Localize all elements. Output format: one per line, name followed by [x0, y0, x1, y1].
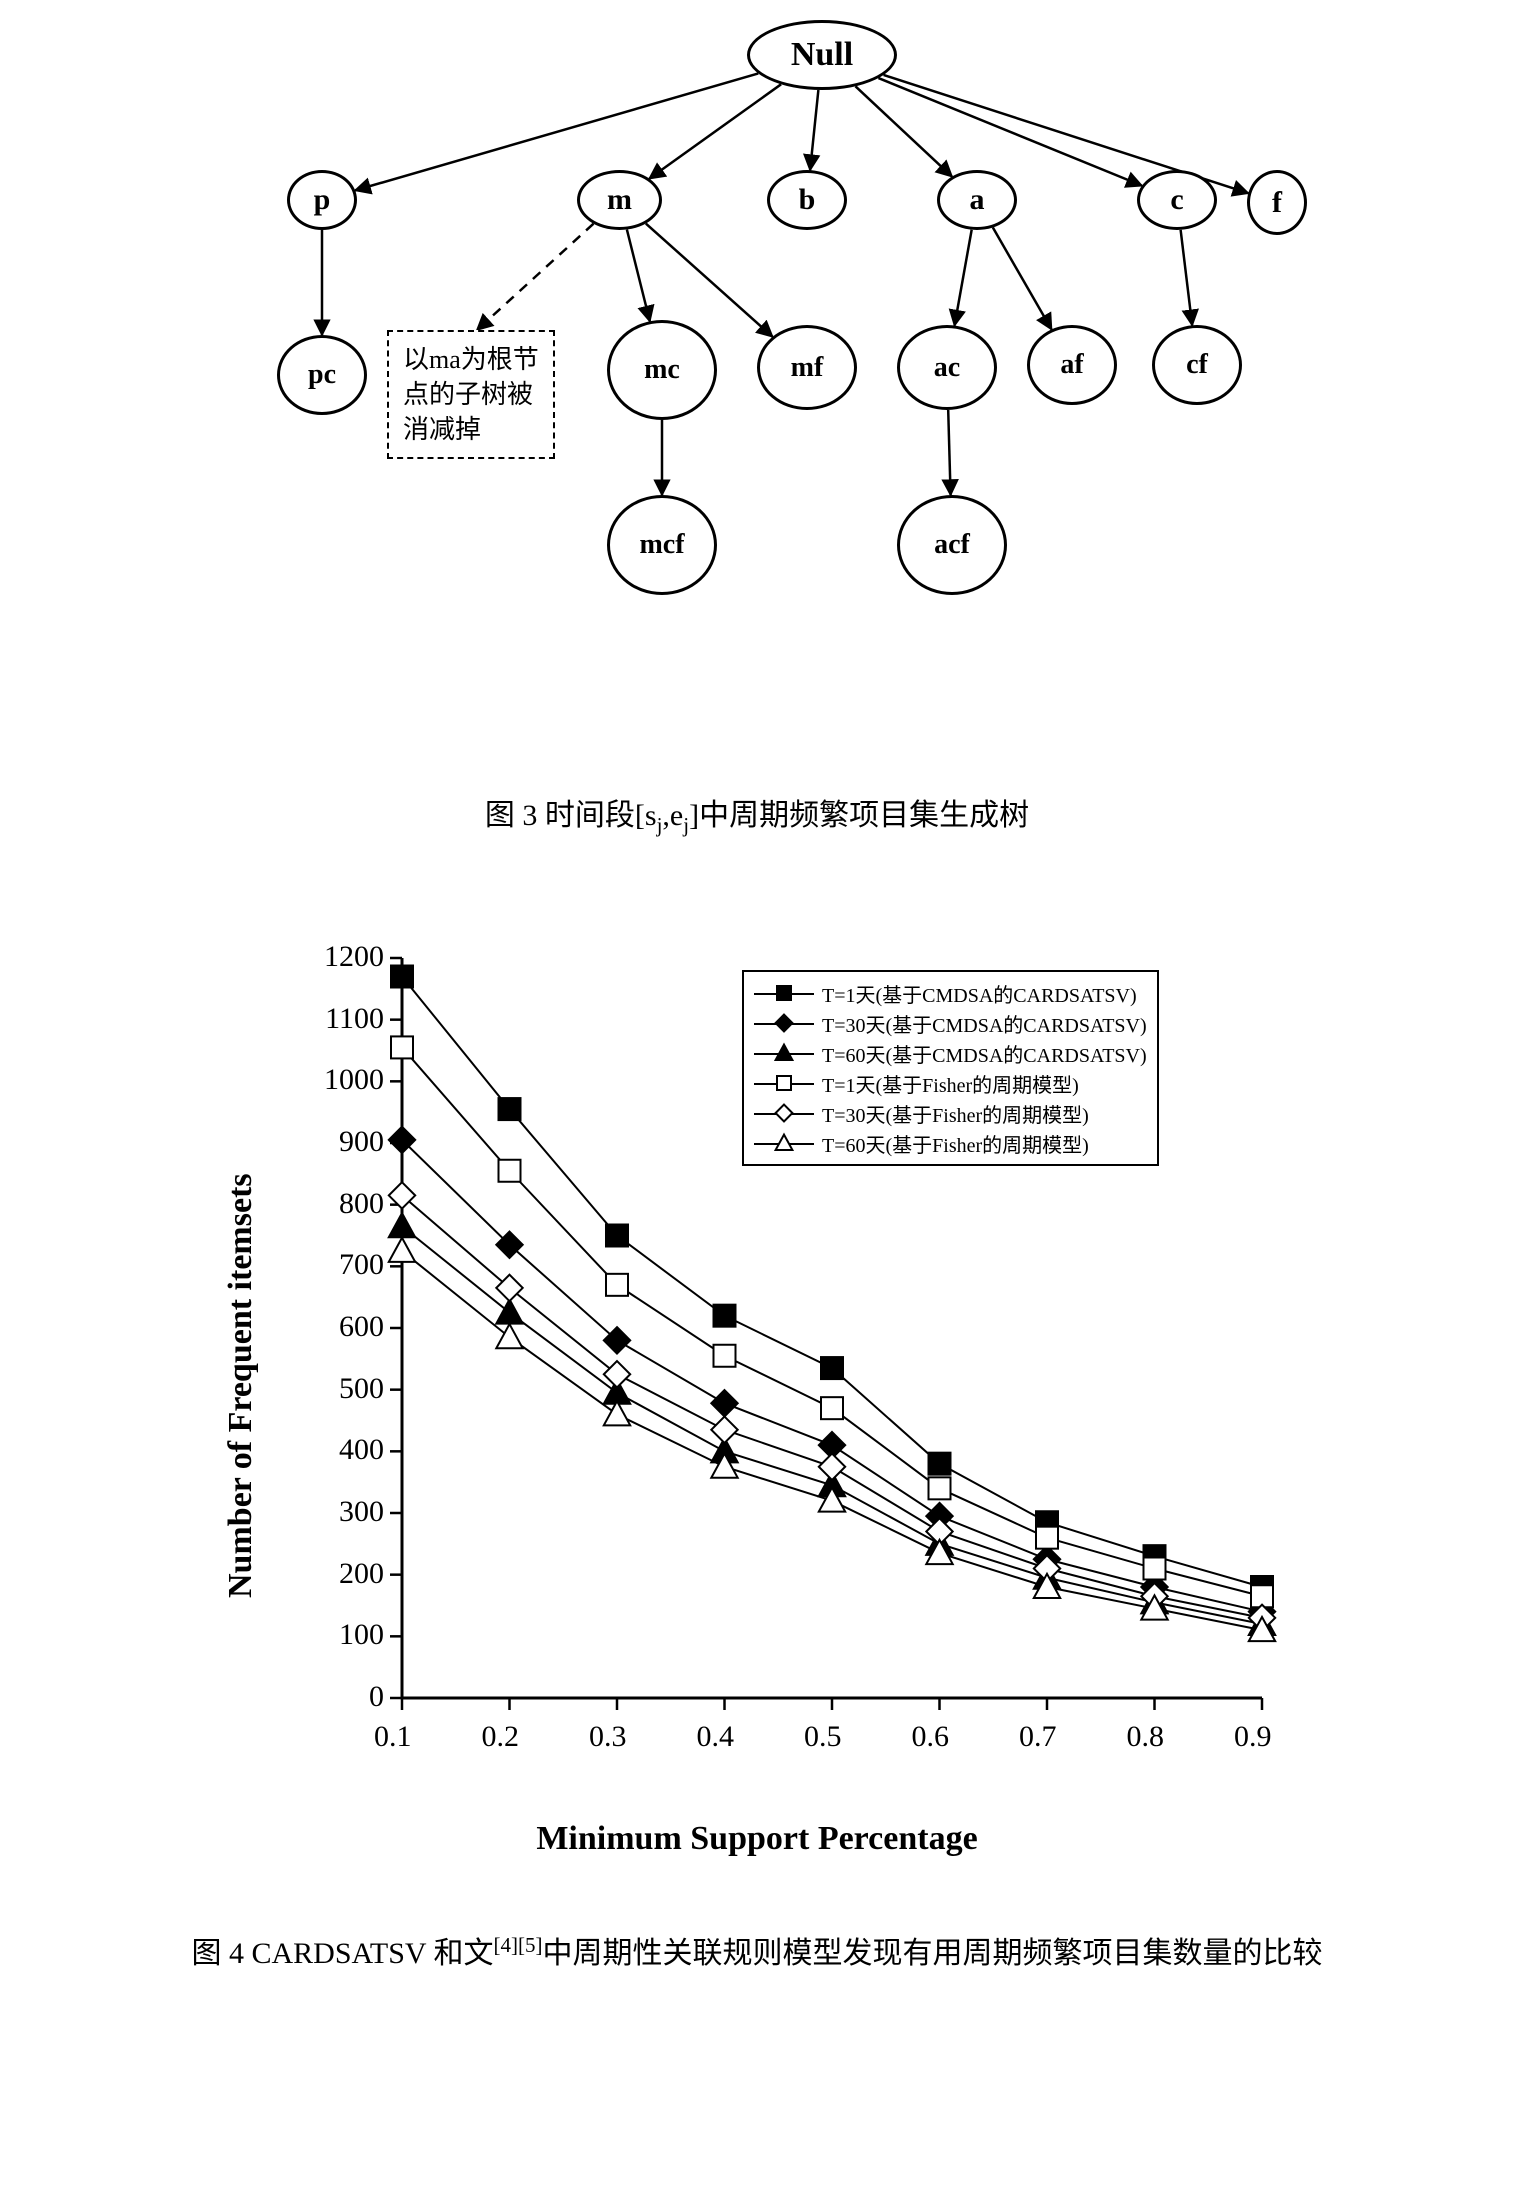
legend-item: T=60天(基于Fisher的周期模型): [754, 1128, 1147, 1158]
y-tick-label: 900: [339, 1125, 384, 1159]
y-tick-label: 600: [339, 1310, 384, 1344]
tree-node-af: af: [1027, 325, 1117, 405]
legend-label: T=60天(基于CMDSA的CARDSATSV): [822, 1039, 1147, 1068]
x-tick-label: 0.7: [1019, 1720, 1057, 1754]
y-tick-label: 800: [339, 1187, 384, 1221]
tree-node-null: Null: [747, 20, 897, 90]
legend-item: T=1天(基于Fisher的周期模型): [754, 1068, 1147, 1098]
tree-node-p: p: [287, 170, 357, 230]
tree-node-c: c: [1137, 170, 1217, 230]
x-tick-label: 0.6: [912, 1720, 950, 1754]
y-tick-label: 300: [339, 1495, 384, 1529]
pruned-subtree-note: 以ma为根节点的子树被消减掉: [387, 330, 555, 459]
figure3-caption: 图 3 时间段[sj,ej]中周期频繁项目集生成树: [20, 790, 1494, 838]
x-tick-label: 0.3: [589, 1720, 627, 1754]
tree-node-m: m: [577, 170, 662, 230]
series: [389, 1213, 1275, 1635]
legend-label: T=30天(基于Fisher的周期模型): [822, 1099, 1089, 1128]
tree-node-f: f: [1247, 170, 1307, 235]
x-tick-label: 0.1: [374, 1720, 412, 1754]
y-tick-label: 400: [339, 1433, 384, 1467]
tree-node-b: b: [767, 170, 847, 230]
tree-node-acf: acf: [897, 495, 1007, 595]
tree-node-pc: pc: [277, 335, 367, 415]
tree-diagram: Nullpmbacfpcmcmfacafcfmcfacf以ma为根节点的子树被消…: [207, 20, 1307, 740]
legend-item: T=60天(基于CMDSA的CARDSATSV): [754, 1038, 1147, 1068]
y-tick-label: 1100: [325, 1002, 384, 1036]
y-tick-label: 100: [339, 1618, 384, 1652]
tree-node-mc: mc: [607, 320, 717, 420]
legend-item: T=1天(基于CMDSA的CARDSATSV): [754, 978, 1147, 1008]
legend-item: T=30天(基于Fisher的周期模型): [754, 1098, 1147, 1128]
tree-node-a: a: [937, 170, 1017, 230]
legend-label: T=1天(基于CMDSA的CARDSATSV): [822, 979, 1137, 1008]
tree-node-cf: cf: [1152, 325, 1242, 405]
tree-node-ac: ac: [897, 325, 997, 410]
x-tick-label: 0.2: [482, 1720, 520, 1754]
y-tick-label: 500: [339, 1372, 384, 1406]
figure4-caption: 图 4 CARDSATSV 和文[4][5]中周期性关联规则模型发现有用周期频繁…: [20, 1928, 1494, 1972]
legend-label: T=1天(基于Fisher的周期模型): [822, 1069, 1079, 1098]
y-tick-label: 0: [369, 1680, 384, 1714]
y-axis-label: Number of Frequent itemsets: [222, 1173, 260, 1598]
y-tick-label: 200: [339, 1557, 384, 1591]
chart-legend: T=1天(基于CMDSA的CARDSATSV)T=30天(基于CMDSA的CAR…: [742, 970, 1159, 1166]
tree-node-mf: mf: [757, 325, 857, 410]
x-tick-label: 0.9: [1234, 1720, 1272, 1754]
legend-label: T=60天(基于Fisher的周期模型): [822, 1129, 1089, 1158]
x-tick-label: 0.4: [697, 1720, 735, 1754]
legend-item: T=30天(基于CMDSA的CARDSATSV): [754, 1008, 1147, 1038]
y-tick-label: 1200: [324, 940, 384, 974]
line-chart: Number of Frequent itemsets Minimum Supp…: [182, 898, 1332, 1878]
tree-edges-svg: [207, 20, 1307, 740]
y-tick-label: 1000: [324, 1063, 384, 1097]
x-tick-label: 0.8: [1127, 1720, 1165, 1754]
tree-node-mcf: mcf: [607, 495, 717, 595]
legend-label: T=30天(基于CMDSA的CARDSATSV): [822, 1009, 1147, 1038]
x-axis-label: Minimum Support Percentage: [182, 1820, 1332, 1858]
x-tick-label: 0.5: [804, 1720, 842, 1754]
y-tick-label: 700: [339, 1248, 384, 1282]
